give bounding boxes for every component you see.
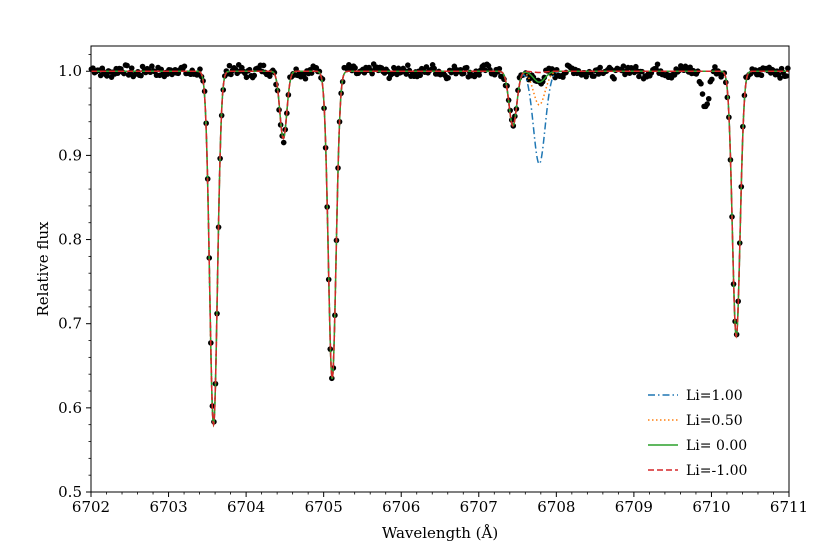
observed-point: [226, 62, 233, 69]
y-axis: 0.5 0.6 0.7 0.8 0.9 1.0: [58, 54, 91, 501]
observed-point: [128, 65, 135, 71]
observed-point: [758, 72, 765, 79]
x-axis-label: Wavelength (Å): [382, 524, 498, 542]
observed-point: [451, 63, 458, 70]
observed-point: [496, 65, 503, 72]
observed-point: [139, 63, 146, 70]
observed-point: [197, 66, 203, 72]
observed-point: [785, 65, 791, 72]
observed-point: [591, 73, 597, 79]
plot-frame: [90, 45, 790, 493]
legend-label: Li=-1.00: [686, 463, 747, 479]
legend: Li=1.00 Li=0.50 Li= 0.00 Li=-1.00: [648, 388, 747, 479]
y-tick-label: 0.7: [58, 315, 82, 333]
observed-point: [104, 73, 110, 79]
series-line-2: [91, 70, 789, 428]
observed-point: [699, 91, 706, 97]
y-tick-label: 1.0: [58, 62, 82, 80]
observed-point: [121, 70, 127, 77]
observed-point: [423, 64, 430, 70]
observed-point: [395, 65, 402, 72]
observed-point: [653, 65, 659, 72]
observed-point: [709, 76, 715, 83]
observed-point: [280, 139, 287, 146]
x-tick-label: 6702: [72, 498, 110, 516]
x-tick-label: 6708: [537, 498, 575, 516]
observed-point: [352, 65, 358, 71]
observed-point: [417, 72, 424, 79]
observed-point: [405, 62, 411, 68]
y-axis-label: Relative flux: [34, 221, 52, 317]
observed-point: [704, 101, 710, 107]
observed-point: [164, 71, 171, 77]
observed-point: [783, 73, 790, 79]
observed-data-points: [88, 61, 791, 425]
observed-point: [445, 75, 451, 81]
x-tick-label: 6710: [692, 498, 730, 516]
observed-point: [181, 63, 188, 70]
observed-point: [476, 72, 482, 78]
model-lines: [91, 70, 789, 428]
series-line-3: [91, 70, 789, 428]
observed-point: [597, 64, 603, 71]
observed-point: [369, 70, 375, 77]
observed-point: [431, 65, 437, 72]
legend-label: Li=0.50: [686, 413, 743, 429]
observed-point: [138, 72, 144, 79]
y-tick-label: 0.9: [58, 146, 82, 164]
y-tick-label: 0.5: [58, 483, 82, 501]
x-tick-label: 6711: [770, 498, 808, 516]
observed-point: [549, 66, 555, 72]
observed-point: [633, 63, 639, 70]
legend-label: Li=1.00: [686, 388, 743, 404]
observed-point: [654, 61, 661, 68]
legend-label: Li= 0.00: [686, 438, 747, 454]
y-tick-label: 0.8: [58, 231, 82, 249]
observed-point: [251, 72, 258, 79]
observed-point: [243, 74, 250, 81]
series-line-1: [91, 70, 789, 428]
observed-point: [698, 80, 704, 87]
y-tick-label: 0.6: [58, 399, 82, 417]
x-tick-label: 6704: [227, 498, 265, 516]
observed-point: [636, 73, 642, 80]
observed-point: [712, 64, 718, 70]
observed-point: [620, 63, 627, 69]
x-tick-label: 6707: [460, 498, 498, 516]
observed-point: [316, 68, 323, 75]
observed-point: [777, 75, 783, 81]
observed-point: [463, 64, 470, 71]
x-axis: 6702 6703 6704 6705 6706 6707 6708 6709 6710 6711: [72, 492, 808, 516]
observed-point: [302, 75, 309, 82]
observed-point: [611, 75, 617, 82]
observed-point: [266, 73, 273, 79]
series-line-0: [91, 70, 789, 428]
x-tick-label: 6709: [615, 498, 653, 516]
x-tick-label: 6706: [382, 498, 420, 516]
observed-point: [124, 62, 130, 69]
observed-point: [149, 63, 155, 69]
x-tick-label: 6705: [305, 498, 343, 516]
observed-point: [260, 62, 267, 69]
x-tick-label: 6703: [149, 498, 187, 516]
observed-point: [705, 95, 712, 102]
